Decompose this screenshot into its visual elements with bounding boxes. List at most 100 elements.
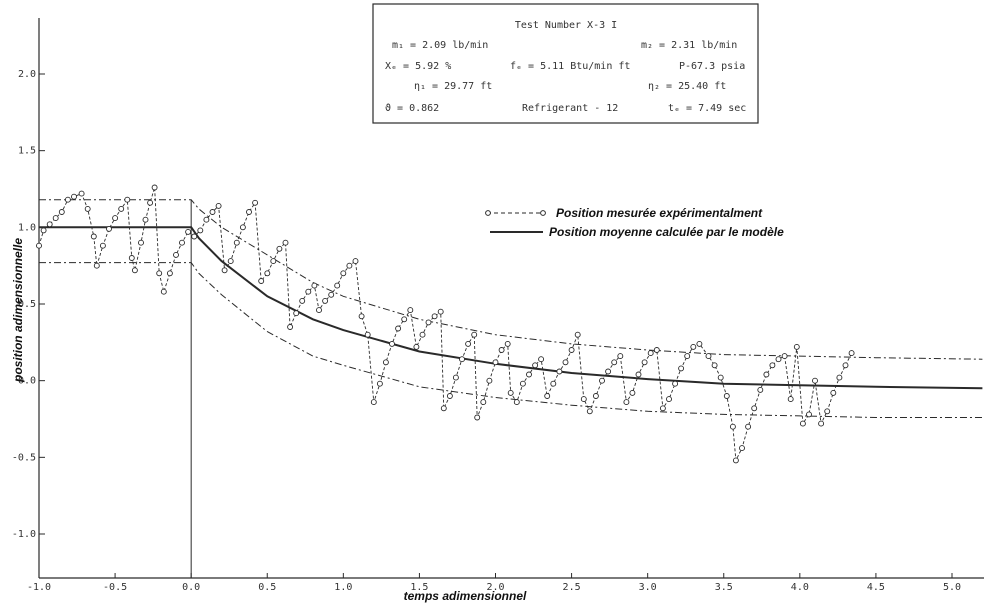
measured-point [151, 184, 158, 191]
measured-point [504, 340, 511, 347]
info-refrigerant: Refrigerant - 12 [522, 103, 618, 114]
measured-point [787, 396, 794, 403]
measured-point [690, 343, 697, 350]
measured-point [185, 228, 192, 235]
measured-point [751, 405, 758, 412]
measured-point [745, 423, 752, 430]
measured-point [824, 408, 831, 415]
measured-point [264, 270, 271, 277]
measured-point [36, 242, 42, 249]
measured-point [58, 209, 65, 215]
measured-point [696, 340, 703, 347]
measured-point [440, 405, 447, 412]
info-eta2: η₂ = 25.40 ft [648, 81, 726, 92]
measured-point [446, 393, 453, 399]
measured-point [452, 374, 459, 381]
info-eta1: η₁ = 29.77 ft [414, 81, 492, 92]
measured-point [480, 399, 487, 406]
legend-measured-symbol [485, 210, 546, 216]
measured-point [465, 340, 472, 347]
measured-point [93, 262, 100, 269]
measured-point [227, 258, 234, 265]
measured-point [358, 313, 365, 320]
legend-measured-label: Position mesurée expérimentalment [556, 206, 763, 220]
measured-point [492, 359, 499, 366]
y-tick-label: 1.0 [18, 222, 36, 233]
x-tick-label: 1.0 [334, 582, 352, 593]
y-tick-label: 1.5 [18, 146, 36, 157]
measured-point [340, 270, 347, 277]
info-theta: ϑ = 0.862 [385, 103, 439, 114]
measured-point [729, 423, 736, 430]
x-tick-label: -0.5 [103, 582, 127, 593]
measured-point [142, 216, 149, 223]
measured-point [311, 282, 318, 289]
measured-point [836, 374, 843, 381]
measured-point [717, 374, 724, 381]
measured-point [112, 215, 119, 222]
info-m2: m₂ = 2.31 lb/min [641, 40, 737, 51]
measured-point [246, 209, 252, 215]
measured-point [287, 324, 294, 330]
measured-point [635, 371, 642, 378]
measured-point [647, 350, 654, 357]
measured-point [71, 193, 77, 200]
measured-point [90, 233, 97, 240]
measured-point [653, 347, 660, 353]
x-tick-label: 5.0 [943, 582, 961, 593]
info-m1: m₁ = 2.09 lb/min [392, 40, 488, 51]
measured-point [513, 399, 520, 406]
measured-point [270, 258, 277, 265]
x-tick-label: 0.5 [258, 582, 276, 593]
measured-point [282, 239, 289, 246]
measured-point [592, 393, 599, 399]
measured-point [550, 380, 557, 387]
measured-point [346, 262, 353, 269]
measured-point [64, 196, 71, 203]
measured-point [474, 414, 481, 421]
measured-point [78, 190, 85, 197]
measured-point [147, 199, 154, 206]
measured-point [258, 278, 265, 284]
x-tick-label: 2.0 [486, 582, 504, 593]
measured-point [599, 377, 605, 384]
model-mean-line [39, 226, 983, 390]
measured-point [459, 356, 465, 363]
measured-point [769, 362, 776, 369]
measured-point [629, 389, 636, 396]
measured-point [723, 393, 730, 399]
measured-point [376, 380, 383, 387]
measured-point [203, 216, 210, 223]
measured-point [252, 199, 259, 206]
measured-point [106, 225, 112, 232]
measured-point [316, 307, 322, 314]
measured-point [739, 445, 745, 452]
info-fe: fₑ = 5.11 Btu/min ft [510, 61, 630, 72]
y-tick-label: 0.5 [18, 299, 36, 310]
lower-envelope-line [39, 262, 983, 418]
y-tick-label: -1.0 [12, 529, 36, 540]
measured-point [507, 389, 514, 396]
measured-point [118, 205, 125, 212]
measured-point [276, 245, 283, 252]
measured-point [173, 251, 179, 258]
measured-point [672, 380, 679, 387]
x-axis-title: temps adimensionnel [404, 589, 527, 603]
measured-point [806, 411, 812, 418]
upper-envelope-line [39, 199, 983, 360]
x-axis-ticks: -1.0 -0.5 0.0 0.5 1.0 1.5 2.0 2.5 3.0 3.5 4.0 4.5 5.… [27, 573, 961, 593]
measured-point [812, 377, 818, 384]
measured-point [781, 353, 788, 360]
x-tick-label: 4.5 [867, 582, 885, 593]
measured-point [407, 307, 414, 314]
measured-point [544, 393, 551, 399]
x-tick-label: 0.0 [182, 582, 200, 593]
measured-point [128, 255, 135, 261]
measured-point [322, 297, 329, 304]
measured-point [299, 297, 306, 304]
measured-point [138, 239, 144, 246]
x-tick-label: 4.0 [791, 582, 809, 593]
measured-point [562, 359, 569, 366]
measured-point [124, 196, 131, 203]
